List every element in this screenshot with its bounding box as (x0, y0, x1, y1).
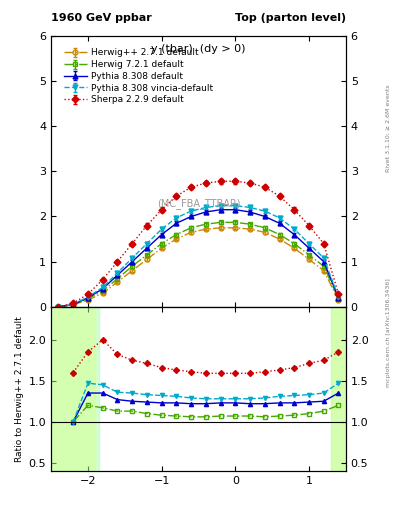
Text: Top (parton level): Top (parton level) (235, 13, 346, 23)
Bar (331, 307, 346, 471)
Bar (51, 307, 95, 471)
Text: Rivet 3.1.10; ≥ 2.6M events: Rivet 3.1.10; ≥ 2.6M events (386, 84, 391, 172)
Legend: Herwig++ 2.7.1 default, Herwig 7.2.1 default, Pythia 8.308 default, Pythia 8.308: Herwig++ 2.7.1 default, Herwig 7.2.1 def… (61, 46, 216, 107)
Text: mcplots.cern.ch [arXiv:1306.3436]: mcplots.cern.ch [arXiv:1306.3436] (386, 279, 391, 387)
Bar (331, 307, 346, 471)
Bar (51, 307, 99, 471)
Y-axis label: Ratio to Herwig++ 2.7.1 default: Ratio to Herwig++ 2.7.1 default (15, 316, 24, 462)
Text: 1960 GeV ppbar: 1960 GeV ppbar (51, 13, 152, 23)
Text: y (tbar)  (dy > 0): y (tbar) (dy > 0) (151, 44, 246, 54)
Text: (MC_FBA_TTBAR): (MC_FBA_TTBAR) (157, 198, 240, 209)
